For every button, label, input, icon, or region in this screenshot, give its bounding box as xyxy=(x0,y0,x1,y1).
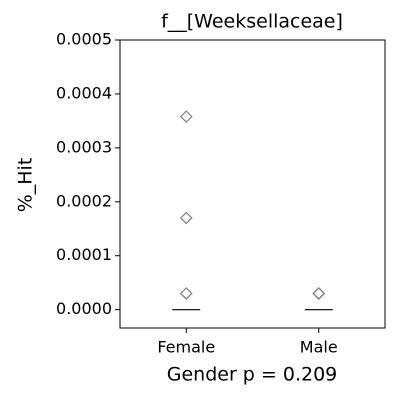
y-tick-label: 0.0002 xyxy=(56,191,112,210)
y-tick-label: 0.0005 xyxy=(56,30,112,49)
data-point xyxy=(312,287,326,300)
x-axis-label: Gender p = 0.209 xyxy=(167,364,338,386)
y-tick-label: 0.0000 xyxy=(56,299,112,318)
x-tick-label: Male xyxy=(300,338,338,357)
y-tick-label: 0.0004 xyxy=(56,83,112,102)
chart-title: f__[Weeksellaceae] xyxy=(161,11,343,33)
data-point xyxy=(312,287,326,300)
y-axis-label: %_Hit xyxy=(15,158,37,213)
y-tick-label: 0.0003 xyxy=(56,137,112,156)
data-point xyxy=(179,110,193,123)
plot-frame xyxy=(119,39,386,329)
data-point xyxy=(179,287,193,300)
data-point xyxy=(179,211,193,225)
y-tick-label: 0.0001 xyxy=(56,245,112,264)
x-tick-label: Female xyxy=(157,338,215,357)
